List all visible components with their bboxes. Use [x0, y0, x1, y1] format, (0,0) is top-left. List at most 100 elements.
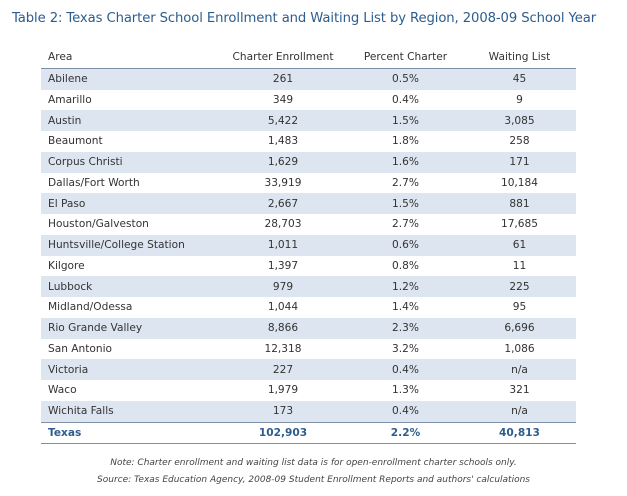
value-cell: 0.5%: [348, 68, 463, 90]
value-cell: 173: [218, 400, 348, 422]
value-cell: 33,919: [264, 176, 302, 189]
value-cell: 1.3%: [392, 384, 419, 397]
value-cell: 2.3%: [348, 317, 463, 339]
value-cell: 40,813: [463, 421, 576, 445]
value-cell: 2,667: [218, 193, 348, 214]
area-cell: Texas: [41, 421, 218, 445]
header-cell: Percent Charter: [348, 47, 463, 69]
table-row: Victoria 227 0.4% n/a: [41, 359, 576, 380]
table-row: Beaumont 1,483 1.8% 258: [41, 131, 576, 152]
area-cell: Kilgore: [48, 259, 85, 272]
value-cell: 5,422: [218, 110, 348, 131]
value-cell: 8,866: [218, 317, 348, 339]
value-cell: 45: [463, 68, 576, 90]
area-cell: Corpus Christi: [41, 151, 218, 173]
value-cell: 881: [463, 193, 576, 214]
area-cell: Wichita Falls: [41, 400, 218, 422]
table-row: Lubbock 979 1.2% 225: [41, 276, 576, 297]
table-row: San Antonio 12,318 3.2% 1,086: [41, 339, 576, 360]
value-cell: 2.7%: [392, 218, 419, 231]
area-cell: Rio Grande Valley: [41, 317, 218, 339]
table-row: Waco 1,979 1.3% 321: [41, 380, 576, 401]
value-cell: 0.4%: [348, 400, 463, 422]
value-cell: 12,318: [264, 342, 302, 355]
value-cell: 0.4%: [392, 93, 419, 106]
area-cell: Victoria: [41, 359, 218, 380]
table-row: Houston/Galveston 28,703 2.7% 17,685: [41, 214, 576, 235]
value-cell: 171: [463, 151, 576, 173]
value-cell: 321: [509, 384, 530, 397]
area-cell: Abilene: [41, 68, 218, 90]
header-row: Area Charter Enrollment Percent Charter Wai…: [41, 47, 576, 69]
value-cell: 95: [512, 301, 527, 314]
value-cell: 2.2%: [348, 421, 463, 445]
value-cell: 0.6%: [348, 234, 463, 256]
value-cell: 1.5%: [348, 110, 463, 131]
area-cell: Waco: [48, 384, 77, 397]
source: Source: Texas Education Agency, 2008-09 …: [97, 475, 530, 485]
value-cell: 1,979: [267, 384, 299, 397]
table-row: Dallas/Fort Worth 33,919 2.7% 10,184: [41, 173, 576, 194]
table-title: Table 2: Texas Charter School Enrollment…: [12, 11, 597, 26]
value-cell: 3.2%: [392, 342, 419, 355]
table-row: Austin 5,422 1.5% 3,085: [41, 110, 576, 131]
table-row: Corpus Christi 1,629 1.6% 171: [41, 151, 576, 173]
table-body: Abilene 261 0.5% 45 Amarillo 349 0.4% 9 Austin 5,…: [41, 68, 576, 445]
value-cell: n/a: [463, 400, 576, 422]
value-cell: 1,483: [267, 135, 299, 148]
value-cell: 28,703: [264, 218, 302, 231]
value-cell: 17,685: [500, 218, 539, 231]
value-cell: 1.4%: [392, 301, 419, 314]
value-cell: 10,184: [500, 176, 539, 189]
header-cell: Waiting List: [463, 47, 576, 69]
value-cell: 3,085: [463, 110, 576, 131]
value-cell: 227: [218, 359, 348, 380]
value-cell: 979: [218, 276, 348, 297]
value-cell: 0.8%: [392, 259, 419, 272]
value-cell: 1,044: [267, 301, 299, 314]
table-row: Amarillo 349 0.4% 9: [41, 90, 576, 111]
value-cell: 6,696: [463, 317, 576, 339]
value-cell: 1.6%: [348, 151, 463, 173]
area-cell: San Antonio: [48, 342, 113, 355]
value-cell: 11: [512, 259, 527, 272]
header-cell: Area: [41, 47, 218, 69]
table-row: Wichita Falls 173 0.4% n/a: [41, 400, 576, 422]
area-cell: Dallas/Fort Worth: [48, 176, 140, 189]
header-cell: Charter Enrollment: [218, 47, 348, 69]
value-cell: n/a: [463, 359, 576, 380]
value-cell: 1.2%: [348, 276, 463, 297]
area-cell: Beaumont: [48, 135, 103, 148]
table-row: Huntsville/College Station 1,011 0.6% 61: [41, 234, 576, 256]
value-cell: 349: [272, 93, 294, 106]
total-row: Texas 102,903 2.2% 40,813: [41, 421, 576, 445]
table-row: El Paso 2,667 1.5% 881: [41, 193, 576, 214]
value-cell: 258: [509, 135, 530, 148]
table-row: Rio Grande Valley 8,866 2.3% 6,696: [41, 317, 576, 339]
value-cell: 1,011: [218, 234, 348, 256]
value-cell: 1.8%: [392, 135, 419, 148]
value-cell: 61: [463, 234, 576, 256]
area-cell: Huntsville/College Station: [41, 234, 218, 256]
area-cell: El Paso: [41, 193, 218, 214]
area-cell: Austin: [41, 110, 218, 131]
area-cell: Houston/Galveston: [48, 218, 149, 231]
value-cell: 1,629: [218, 151, 348, 173]
value-cell: 1,397: [267, 259, 299, 272]
value-cell: 102,903: [218, 421, 348, 445]
data-table: Area Charter Enrollment Percent Charter Wai…: [41, 47, 576, 445]
area-cell: Midland/Odessa: [48, 301, 133, 314]
value-cell: 261: [218, 68, 348, 90]
value-cell: 0.4%: [348, 359, 463, 380]
area-cell: Lubbock: [41, 276, 218, 297]
value-cell: 1,086: [504, 342, 535, 355]
note: Note: Charter enrollment and waiting lis…: [110, 458, 517, 468]
table-row: Kilgore 1,397 0.8% 11: [41, 256, 576, 277]
value-cell: 2.7%: [392, 176, 419, 189]
value-cell: 1.5%: [348, 193, 463, 214]
table-row: Midland/Odessa 1,044 1.4% 95: [41, 297, 576, 318]
value-cell: 9: [516, 93, 523, 106]
value-cell: 225: [463, 276, 576, 297]
area-cell: Amarillo: [48, 93, 92, 106]
